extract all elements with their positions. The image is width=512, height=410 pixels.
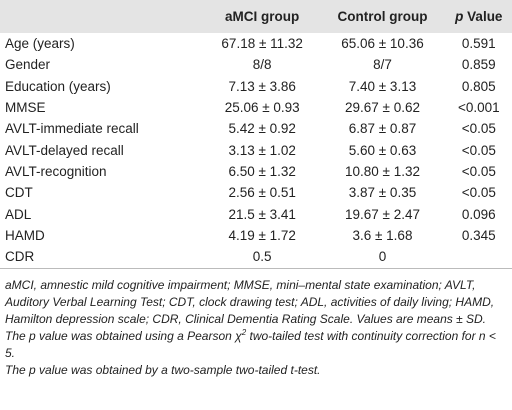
footnote: The p value was obtained by a two-sample… bbox=[5, 362, 321, 377]
header-cell: aMCI group bbox=[205, 0, 319, 33]
row-label: Age (years) bbox=[5, 36, 75, 52]
footnote: aMCI, amnestic mild cognitive impairment… bbox=[5, 277, 507, 362]
table-cell: 6.87 ± 0.87 bbox=[348, 121, 417, 137]
table-row: ADL 21.5 ± 3.41 19.67 ± 2.47 0.096 bbox=[0, 203, 512, 224]
table-cell: 29.67 ± 0.62 bbox=[345, 100, 420, 116]
header-text: Control group bbox=[337, 9, 428, 24]
table-cell: 0.345 bbox=[461, 227, 496, 243]
footnote-text: two-tailed test with continuity correcti… bbox=[5, 328, 496, 360]
row-label: AVLT-recognition bbox=[5, 163, 107, 179]
table-cell: <0.05 bbox=[461, 163, 496, 179]
row-label: MMSE bbox=[5, 100, 46, 116]
table-row: MMSE 25.06 ± 0.93 29.67 ± 0.62 <0.001 bbox=[0, 97, 512, 118]
table-cell: 0.096 bbox=[461, 206, 496, 222]
table-cell: 10.80 ± 1.32 bbox=[345, 163, 420, 179]
table-cell: 8/8 bbox=[252, 57, 272, 73]
row-label: HAMD bbox=[5, 227, 45, 243]
table-cell: <0.05 bbox=[461, 142, 496, 158]
row-label: ADL bbox=[5, 206, 32, 222]
table-cell: <0.001 bbox=[457, 100, 500, 116]
table-cell: 7.40 ± 3.13 bbox=[348, 78, 417, 94]
row-label: AVLT-delayed recall bbox=[5, 142, 124, 158]
header-italic: p bbox=[455, 9, 464, 24]
header-cell bbox=[0, 0, 205, 33]
table-cell: 8/7 bbox=[373, 57, 392, 73]
table-row: Gender 8/8 8/7 0.859 bbox=[0, 54, 512, 75]
data-table: aMCI group Control group p Value Age (year… bbox=[0, 0, 512, 269]
table-cell: 4.19 ± 1.72 bbox=[228, 227, 296, 243]
table-cell: 65.06 ± 10.36 bbox=[341, 36, 424, 52]
table-row: Education (years) 7.13 ± 3.86 7.40 ± 3.13 0… bbox=[0, 76, 512, 97]
table-cell: 0.5 bbox=[205, 245, 320, 269]
table-cell: 0.591 bbox=[461, 36, 496, 52]
table-row: HAMD 4.19 ± 1.72 3.6 ± 1.68 0.345 bbox=[0, 225, 512, 246]
table-row: Age (years) 67.18 ± 11.32 65.06 ± 10.36 0.5… bbox=[0, 33, 512, 54]
header-row: aMCI group Control group p Value bbox=[0, 0, 512, 33]
table-cell: 0.859 bbox=[461, 57, 496, 73]
row-label: CDR bbox=[0, 245, 205, 269]
table-cell: <0.05 bbox=[461, 185, 496, 201]
table-cell: 7.13 ± 3.86 bbox=[228, 78, 296, 94]
table-cell: 5.60 ± 0.63 bbox=[348, 142, 417, 158]
header-text: Value bbox=[463, 9, 503, 24]
header-cell: Control group bbox=[319, 0, 445, 33]
table-row: AVLT-immediate recall 5.42 ± 0.92 6.87 ± 0… bbox=[0, 118, 512, 139]
header-cell: p Value bbox=[446, 0, 512, 33]
table-cell: 25.06 ± 0.93 bbox=[224, 100, 300, 116]
table-cell: 3.6 ± 1.68 bbox=[352, 227, 413, 243]
table-cell: 0 bbox=[319, 245, 446, 269]
table-row: AVLT-delayed recall 3.13 ± 1.02 5.60 ± 0.6… bbox=[0, 139, 512, 160]
table-cell: 19.67 ± 2.47 bbox=[345, 206, 420, 222]
footnotes: aMCI, amnestic mild cognitive impairment… bbox=[0, 269, 512, 379]
table-cell: 3.13 ± 1.02 bbox=[228, 142, 296, 158]
row-label: Gender bbox=[5, 57, 51, 73]
table-cell: 6.50 ± 1.32 bbox=[228, 163, 296, 179]
table-row: CDT 2.56 ± 0.51 3.87 ± 0.35 <0.05 bbox=[0, 182, 512, 203]
row-label: CDT bbox=[5, 185, 33, 201]
footnote-text: aMCI, amnestic mild cognitive impairment… bbox=[5, 277, 495, 343]
empty-cell bbox=[445, 245, 512, 269]
table-cell: 21.5 ± 3.41 bbox=[228, 206, 296, 222]
header-text: aMCI group bbox=[225, 9, 300, 24]
row-label: Education (years) bbox=[5, 78, 111, 94]
table-row: AVLT-recognition 6.50 ± 1.32 10.80 ± 1.32 <… bbox=[0, 161, 512, 182]
table-cell: 3.87 ± 0.35 bbox=[348, 185, 417, 201]
table-cell: 0.805 bbox=[461, 78, 496, 94]
table-cell: <0.05 bbox=[461, 121, 496, 137]
table-row: CDR 0.5 0 bbox=[0, 245, 512, 269]
table-cell: 67.18 ± 11.32 bbox=[221, 36, 303, 52]
table-cell: 2.56 ± 0.51 bbox=[228, 185, 296, 201]
table-cell: 5.42 ± 0.92 bbox=[228, 121, 296, 137]
superscript: 2 bbox=[241, 327, 247, 337]
row-label: AVLT-immediate recall bbox=[5, 121, 139, 137]
